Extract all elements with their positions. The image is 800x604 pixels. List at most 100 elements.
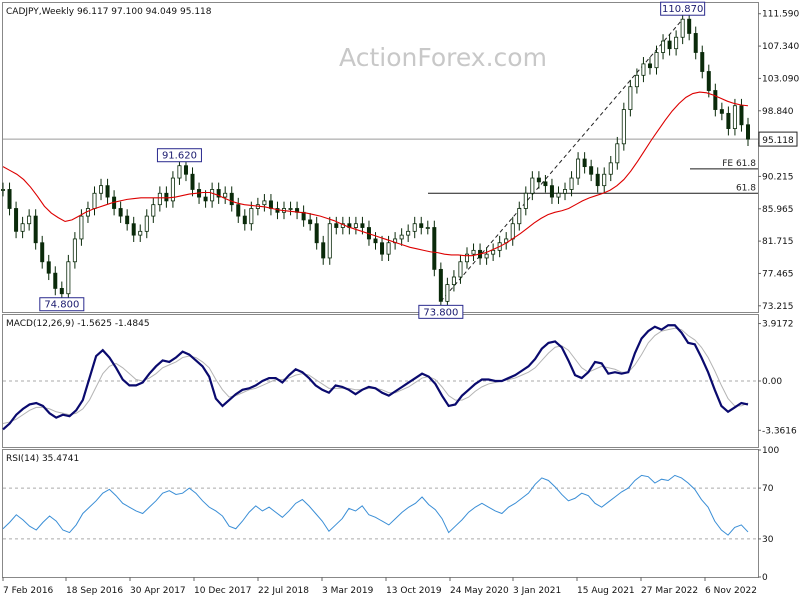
candle-body: [268, 200, 273, 209]
price-ytick-label: 77.465: [762, 269, 794, 279]
candle-body: [621, 109, 626, 145]
candle-body: [451, 276, 456, 286]
x-tick-label: 18 Sep 2016: [66, 586, 123, 596]
candle-body: [72, 238, 77, 263]
fib-level-label: FE 61.8: [722, 159, 756, 169]
x-tick-label: 27 Mar 2022: [641, 586, 698, 596]
candle-body: [14, 208, 19, 232]
candle-body: [412, 223, 417, 232]
candle-body: [471, 249, 476, 255]
moving-average-line: [2, 91, 749, 257]
candle-body: [210, 189, 215, 202]
candle-body: [713, 90, 718, 110]
candle-body: [576, 158, 581, 179]
candle-body: [432, 227, 437, 270]
candle-body: [308, 219, 313, 225]
candle-body: [249, 208, 254, 225]
candle-body: [236, 204, 241, 217]
candle-body: [661, 40, 666, 53]
price-ytick-label: 103.090: [762, 74, 799, 84]
rsi-ytick-label: 0: [762, 573, 768, 583]
annotation-box: [156, 148, 202, 163]
candle-body: [118, 208, 123, 217]
candle-body: [706, 71, 711, 91]
fib-level-label: 61.8: [736, 183, 756, 193]
rsi-panel: RSI(14) 35.4741 100 70 30 0: [2, 446, 779, 583]
candle-body: [549, 185, 554, 198]
macd-ytick-label: 0.00: [762, 377, 782, 387]
candle-body: [647, 63, 652, 69]
candle-body: [674, 36, 679, 50]
candle-body: [138, 230, 143, 236]
last-price-label: 95.118: [762, 136, 794, 146]
candle-body: [563, 189, 568, 194]
candle-body: [406, 230, 411, 236]
candle-body: [0, 189, 6, 191]
candle-body: [438, 268, 443, 302]
candle-body: [20, 223, 25, 232]
candle-body: [589, 166, 594, 175]
candle-body: [7, 189, 12, 209]
macd-ytick-label: 3.9172: [762, 320, 794, 330]
annotation-box: [660, 1, 706, 16]
macd-macd-line: [2, 324, 749, 431]
price-ytick-label: 73.215: [762, 302, 794, 312]
candle-body: [59, 288, 64, 295]
rsi-rsi-line: [2, 474, 749, 536]
candle-body: [464, 253, 469, 263]
candle-body: [726, 112, 731, 129]
macd-title: MACD(12,26,9) -1.5625 -1.4845: [6, 319, 150, 329]
price-title: CADJPY,Weekly 96.117 97.100 94.049 95.11…: [6, 7, 212, 17]
price-ytick-label: 81.715: [762, 237, 794, 247]
candle-body: [373, 238, 378, 244]
candle-body: [353, 223, 358, 228]
candle-body: [131, 223, 136, 236]
candle-body: [46, 261, 51, 274]
candle-body: [556, 192, 561, 198]
candle-body: [517, 208, 522, 225]
rsi-ytick-label: 70: [762, 484, 774, 494]
candle-body: [216, 189, 221, 198]
candle-body: [262, 200, 267, 206]
candle-body: [569, 177, 574, 190]
last-price-badge: [758, 131, 798, 147]
price-ytick-label: 98.840: [762, 107, 794, 117]
annotation-box: [418, 304, 464, 319]
x-axis: 7 Feb 2016 18 Sep 2016 30 Apr 2017 10 Dec 2…: [2, 577, 757, 596]
candle-body: [151, 204, 156, 217]
candle-body: [484, 253, 489, 259]
candle-body: [419, 223, 424, 228]
x-tick-label: 13 Oct 2019: [386, 586, 442, 596]
candle-body: [536, 177, 541, 183]
candle-body: [386, 242, 391, 255]
candle-body: [125, 215, 130, 225]
candle-body: [223, 192, 228, 198]
candle-body: [105, 185, 110, 198]
candle-body: [164, 192, 169, 202]
candle-body: [693, 33, 698, 53]
x-tick-label: 30 Apr 2017: [130, 586, 186, 596]
annotation-box: [39, 297, 85, 312]
candle-body: [510, 223, 515, 240]
candle-body: [634, 74, 639, 88]
x-tick-label: 3 Jan 2021: [513, 586, 561, 596]
candle-body: [334, 223, 339, 228]
annotation-label: 110.870: [662, 4, 703, 15]
candle-body: [667, 40, 672, 50]
candle-body: [445, 284, 450, 302]
candle-body: [170, 177, 175, 202]
watermark: ActionForex.com: [339, 43, 547, 72]
rsi-ytick-label: 100: [762, 446, 779, 456]
candle-body: [739, 105, 744, 126]
candle-body: [595, 173, 600, 187]
candle-body: [746, 124, 751, 140]
candle-body: [183, 165, 188, 175]
x-tick-label: 24 May 2020: [450, 586, 509, 596]
candle-body: [732, 105, 737, 129]
price-ytick-label: 111.590: [762, 10, 799, 20]
candle-body: [641, 63, 646, 76]
candle-body: [615, 143, 620, 164]
candle-body: [458, 261, 463, 278]
